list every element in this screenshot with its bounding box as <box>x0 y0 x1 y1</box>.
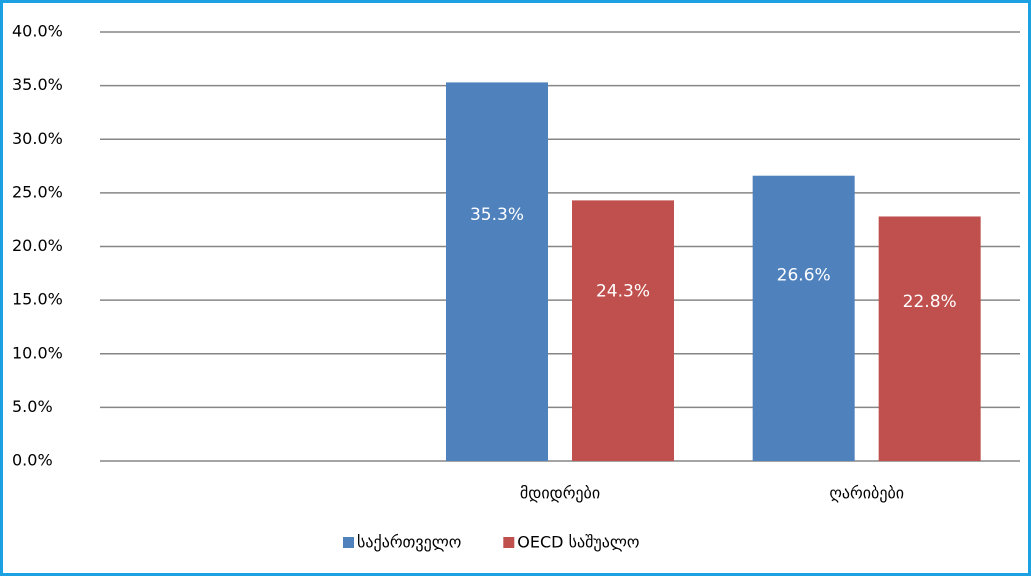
y-tick-label: 5.0% <box>12 397 53 416</box>
y-tick-label: 30.0% <box>12 129 63 148</box>
bar <box>446 82 548 461</box>
bar <box>572 200 674 461</box>
bar <box>752 175 855 461</box>
data-label: 22.8% <box>903 292 957 312</box>
data-label: 35.3% <box>470 205 524 225</box>
legend-label: OECD საშუალო <box>517 533 639 552</box>
y-tick-label: 40.0% <box>12 22 63 41</box>
x-tick-label: მდიდრები <box>520 484 600 503</box>
legend-swatch <box>343 537 354 548</box>
x-tick-label: ღარიბები <box>829 484 904 503</box>
y-tick-label: 15.0% <box>12 290 63 309</box>
legend-swatch <box>503 537 515 548</box>
legend-label: საქართველო <box>357 533 461 552</box>
y-tick-label: 25.0% <box>12 182 63 201</box>
y-tick-label: 10.0% <box>12 343 63 362</box>
y-tick-label: 0.0% <box>12 451 53 470</box>
data-label: 24.3% <box>596 282 650 302</box>
data-label: 26.6% <box>777 266 831 286</box>
bar <box>878 216 981 461</box>
y-tick-label: 35.0% <box>12 75 63 94</box>
y-tick-label: 20.0% <box>12 236 63 255</box>
